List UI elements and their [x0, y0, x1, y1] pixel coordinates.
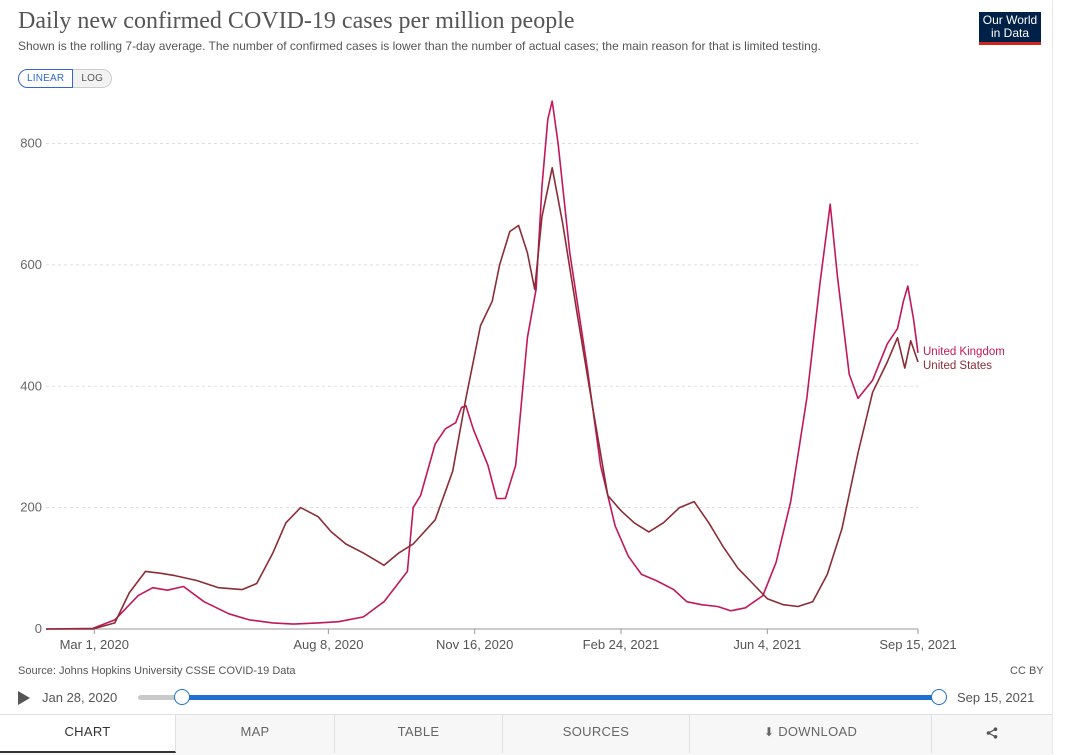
scale-toggle: LINEAR LOG [18, 69, 113, 88]
log-scale-button[interactable]: LOG [73, 69, 113, 88]
x-tick-label: Nov 16, 2020 [436, 637, 513, 652]
tab-table[interactable]: TABLE [335, 715, 503, 753]
chart-axes: 0 200 400 600 800 Mar 1, 2020 Aug 8, 2020 Nov 1… [20, 136, 956, 652]
timeline-start-label: Jan 28, 2020 [42, 690, 118, 705]
tab-sources[interactable]: SOURCES [503, 715, 690, 753]
timeline-end-handle[interactable] [931, 689, 947, 705]
timeline-end-label: Sep 15, 2021 [957, 690, 1035, 705]
license-link[interactable]: CC BY [1010, 665, 1044, 677]
x-tick-label: Aug 8, 2020 [293, 637, 363, 652]
logo-line-1: Our World [982, 13, 1038, 27]
x-tick-label: Mar 1, 2020 [60, 637, 129, 652]
y-tick-label: 800 [20, 136, 42, 151]
series-line-united-states [46, 167, 919, 630]
download-icon: ⬇ [763, 725, 775, 739]
chart-subtitle: Shown is the rolling 7-day average. The … [18, 39, 821, 53]
series-line-united-kingdom [45, 100, 919, 630]
share-icon [986, 726, 998, 739]
line-chart: 0 200 400 600 800 Mar 1, 2020 Aug 8, 2020 Nov 1… [20, 100, 1005, 652]
series-label-united-states: United States [923, 360, 992, 372]
logo-line-2: in Data [990, 26, 1030, 40]
x-tick-label: Sep 15, 2021 [879, 637, 956, 652]
timeline-start-handle[interactable] [174, 689, 190, 705]
x-tick-label: Jun 4, 2021 [733, 637, 801, 652]
page-title: Daily new confirmed COVID-19 cases per m… [18, 8, 575, 34]
x-tick-label: Feb 24, 2021 [583, 637, 660, 652]
chart-grid [46, 143, 918, 509]
play-icon[interactable] [18, 691, 30, 705]
share-button[interactable] [932, 715, 1052, 753]
timeline: Jan 28, 2020 Sep 15, 2021 [18, 686, 1043, 710]
chart-frame: Daily new confirmed COVID-19 cases per m… [0, 0, 1053, 755]
tab-map[interactable]: MAP [176, 715, 335, 753]
y-tick-label: 200 [20, 500, 42, 515]
timeline-track[interactable] [138, 689, 947, 705]
timeline-selected-range [181, 695, 938, 700]
linear-scale-button[interactable]: LINEAR [18, 69, 74, 88]
source-note: Source: Johns Hopkins University CSSE CO… [18, 665, 296, 677]
y-tick-label: 400 [20, 378, 42, 393]
tab-bar: CHART MAP TABLE SOURCES ⬇ DOWNLOAD [0, 714, 1052, 755]
owid-logo[interactable]: Our World in Data [979, 12, 1041, 45]
chart-series [45, 100, 919, 630]
tab-download[interactable]: ⬇ DOWNLOAD [690, 715, 932, 753]
series-label-united-kingdom: United Kingdom [923, 346, 1005, 358]
tab-download-label: DOWNLOAD [778, 724, 858, 739]
tab-chart[interactable]: CHART [0, 715, 176, 753]
chart-series-labels: United Kingdom United States [923, 346, 1005, 372]
y-tick-label: 0 [35, 621, 42, 636]
y-tick-label: 600 [20, 257, 42, 272]
